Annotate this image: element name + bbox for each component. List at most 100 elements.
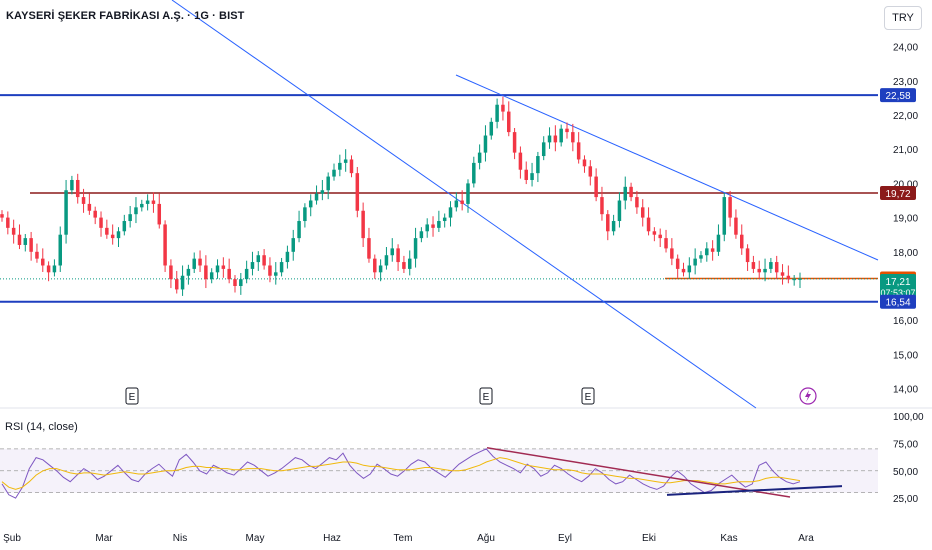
candle xyxy=(413,227,418,268)
rsi-ma-line xyxy=(1,457,801,490)
candle xyxy=(274,262,278,285)
price-tick-label: 24,00 xyxy=(893,43,918,54)
candle xyxy=(448,201,453,227)
rsi-label[interactable]: RSI (14, close) xyxy=(5,421,78,433)
x-tick-label: Eyl xyxy=(558,533,572,544)
candle xyxy=(670,238,674,266)
candle xyxy=(174,270,179,294)
candle xyxy=(664,229,668,253)
candle xyxy=(536,151,540,183)
candle xyxy=(495,98,499,129)
price-label: 16,54 xyxy=(885,298,910,309)
candle xyxy=(512,127,517,160)
candle xyxy=(70,175,74,195)
candle xyxy=(6,211,10,235)
candle xyxy=(402,255,406,274)
candle xyxy=(215,259,220,279)
rsi-tick-label: 100,00 xyxy=(893,412,924,423)
candle xyxy=(81,188,86,213)
candle xyxy=(41,248,45,272)
candle xyxy=(623,176,628,210)
candle xyxy=(705,242,709,262)
candle xyxy=(559,124,563,147)
x-tick-label: Mar xyxy=(95,533,113,544)
candle xyxy=(221,257,226,278)
x-tick-label: Şub xyxy=(3,533,21,544)
candle xyxy=(64,179,68,244)
price-label-box xyxy=(880,185,916,200)
candle xyxy=(629,182,633,202)
candle xyxy=(437,210,441,232)
rsi-background xyxy=(0,407,932,494)
candle xyxy=(256,251,261,271)
candle xyxy=(751,255,756,274)
rsi-band xyxy=(0,448,878,493)
candle xyxy=(279,257,284,277)
x-tick-label: Eki xyxy=(642,533,656,544)
candle xyxy=(320,179,325,201)
candle xyxy=(250,251,255,276)
candle xyxy=(29,231,33,261)
candle xyxy=(600,186,604,221)
drawing-lines xyxy=(0,0,879,409)
candle xyxy=(530,162,534,187)
candle xyxy=(122,214,127,236)
candle xyxy=(652,227,657,242)
x-tick-label: Ağu xyxy=(477,533,495,544)
candle xyxy=(407,250,412,276)
rsi-descending-trendline xyxy=(486,447,791,498)
rsi-tick-label: 25,00 xyxy=(893,494,918,505)
candle xyxy=(774,255,779,279)
x-tick-label: Ara xyxy=(798,533,814,544)
x-tick-label: Tem xyxy=(394,533,413,544)
candle xyxy=(565,122,569,139)
descending-trendline xyxy=(455,74,879,261)
price-tick-label: 15,00 xyxy=(893,350,918,361)
candle xyxy=(425,218,429,238)
x-tick-label: Kas xyxy=(720,533,737,544)
candle xyxy=(507,101,511,137)
lightning-bolt-icon xyxy=(805,390,811,402)
candle xyxy=(594,168,598,202)
price-tick-label: 14,00 xyxy=(893,385,918,396)
x-tick-label: May xyxy=(246,533,265,544)
earnings-marker xyxy=(581,387,595,405)
candle xyxy=(483,125,488,162)
candle xyxy=(87,193,92,215)
candle xyxy=(419,227,424,243)
candle xyxy=(541,136,546,161)
candle xyxy=(0,210,4,222)
rsi-ascending-trendline xyxy=(666,485,843,496)
candle xyxy=(384,247,389,270)
candle xyxy=(99,211,103,237)
currency-selector[interactable]: TRY xyxy=(884,6,922,30)
candle xyxy=(367,227,371,263)
candle xyxy=(361,202,365,248)
candle xyxy=(378,259,383,282)
candle xyxy=(291,229,295,261)
candle xyxy=(518,146,523,179)
candlestick-series xyxy=(0,96,802,296)
down-channel-line xyxy=(171,0,757,409)
price-label: 22,58 xyxy=(885,91,910,102)
price-label: 19,72 xyxy=(885,189,910,200)
candle xyxy=(740,224,744,255)
candle xyxy=(769,257,773,274)
candle xyxy=(390,238,395,262)
candle xyxy=(681,262,686,277)
x-tick-label: Nis xyxy=(173,533,187,544)
candle xyxy=(611,214,616,236)
x-tick-label: Haz xyxy=(323,533,341,544)
candle xyxy=(209,268,214,284)
chart-title: KAYSERİ ŞEKER FABRİKASI A.Ş. · 1G · BIST xyxy=(6,10,245,22)
candle xyxy=(268,257,272,283)
candle xyxy=(734,209,738,239)
candle xyxy=(128,205,132,228)
rsi-tick-label: 75,00 xyxy=(893,439,918,450)
price-tick-label: 18,00 xyxy=(893,248,918,259)
candle xyxy=(297,210,301,243)
candle xyxy=(262,249,266,270)
countdown-label: 07:53:07 xyxy=(880,288,915,298)
